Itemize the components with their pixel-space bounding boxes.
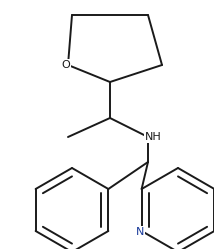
Text: O: O bbox=[62, 60, 70, 70]
Text: N: N bbox=[135, 227, 144, 237]
Text: NH: NH bbox=[145, 132, 161, 142]
